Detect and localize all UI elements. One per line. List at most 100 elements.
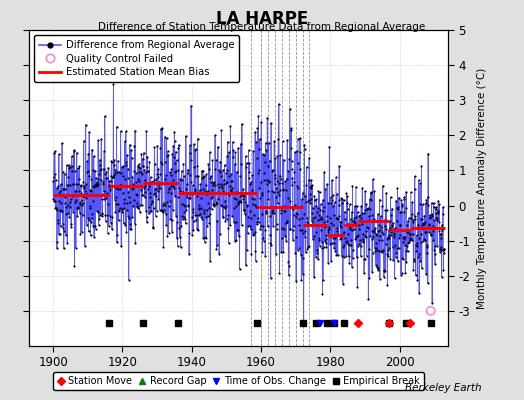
Point (419, 225, 427, 232)
Point (79, 179, 88, 185)
Point (197, 204, 205, 211)
Point (129, 197, 138, 204)
Point (271, 194, 280, 200)
Point (90, 184, 99, 190)
Point (312, 196, 321, 202)
Point (223, 166, 231, 173)
Point (52, 204, 60, 211)
Point (138, 191, 147, 198)
Point (350, 218, 358, 224)
Point (128, 174, 137, 180)
Point (356, 215, 365, 221)
Point (355, 217, 364, 224)
Point (367, 189, 375, 196)
Point (388, 222, 397, 228)
Point (94, 137, 102, 144)
Point (113, 168, 122, 175)
Point (304, 177, 313, 183)
Point (182, 133, 190, 139)
Point (259, 151, 267, 157)
Point (127, 154, 136, 161)
Point (256, 195, 264, 202)
Point (247, 215, 255, 221)
Point (397, 269, 406, 276)
Point (111, 167, 119, 173)
Point (330, 245, 338, 251)
Point (404, 240, 412, 246)
Point (99, 181, 107, 187)
Point (51, 205, 60, 211)
Point (247, 179, 255, 185)
Point (118, 190, 127, 197)
Point (334, 252, 342, 258)
Point (345, 222, 353, 229)
Point (256, 136, 264, 142)
Point (342, 190, 351, 196)
Point (364, 213, 373, 220)
Point (343, 193, 352, 199)
Point (386, 218, 394, 224)
Point (351, 236, 359, 242)
Point (401, 270, 409, 276)
Point (300, 211, 308, 217)
Point (93, 181, 102, 187)
Point (112, 124, 121, 130)
Point (201, 182, 210, 188)
Point (436, 244, 445, 250)
Point (49, 178, 57, 184)
Point (76, 199, 84, 206)
Point (224, 139, 232, 145)
Point (159, 202, 167, 208)
Point (115, 208, 124, 214)
Point (358, 235, 367, 242)
Point (397, 196, 406, 203)
Point (78, 196, 86, 203)
Point (83, 222, 91, 228)
Point (235, 199, 244, 206)
Point (348, 227, 356, 234)
Point (257, 223, 265, 229)
Point (172, 167, 181, 174)
Point (303, 215, 311, 222)
Point (76, 201, 84, 207)
Point (403, 221, 411, 228)
Point (180, 209, 189, 215)
Point (72, 196, 80, 203)
Point (149, 225, 157, 232)
Point (270, 138, 278, 144)
Point (289, 212, 298, 218)
Point (116, 181, 124, 188)
Point (347, 209, 356, 215)
Point (327, 200, 335, 207)
Point (187, 179, 195, 185)
Point (162, 222, 170, 228)
Point (350, 226, 358, 232)
Point (399, 234, 408, 240)
Point (341, 238, 350, 245)
Point (381, 268, 389, 274)
Point (127, 226, 136, 233)
Point (351, 203, 359, 209)
Point (127, 147, 135, 153)
Point (60, 245, 68, 252)
Point (345, 259, 354, 266)
Point (208, 157, 216, 164)
Point (143, 213, 151, 220)
Point (249, 196, 258, 202)
Point (281, 208, 290, 214)
Point (299, 255, 308, 261)
Point (378, 182, 387, 189)
Point (212, 201, 221, 207)
Point (261, 210, 270, 217)
Point (174, 184, 183, 191)
Point (96, 177, 105, 184)
Point (394, 258, 402, 264)
Point (165, 184, 173, 191)
Point (177, 223, 185, 229)
Point (369, 234, 377, 240)
Point (307, 196, 315, 203)
Point (185, 251, 193, 258)
Point (148, 198, 157, 204)
Point (341, 216, 349, 222)
Point (432, 215, 440, 221)
